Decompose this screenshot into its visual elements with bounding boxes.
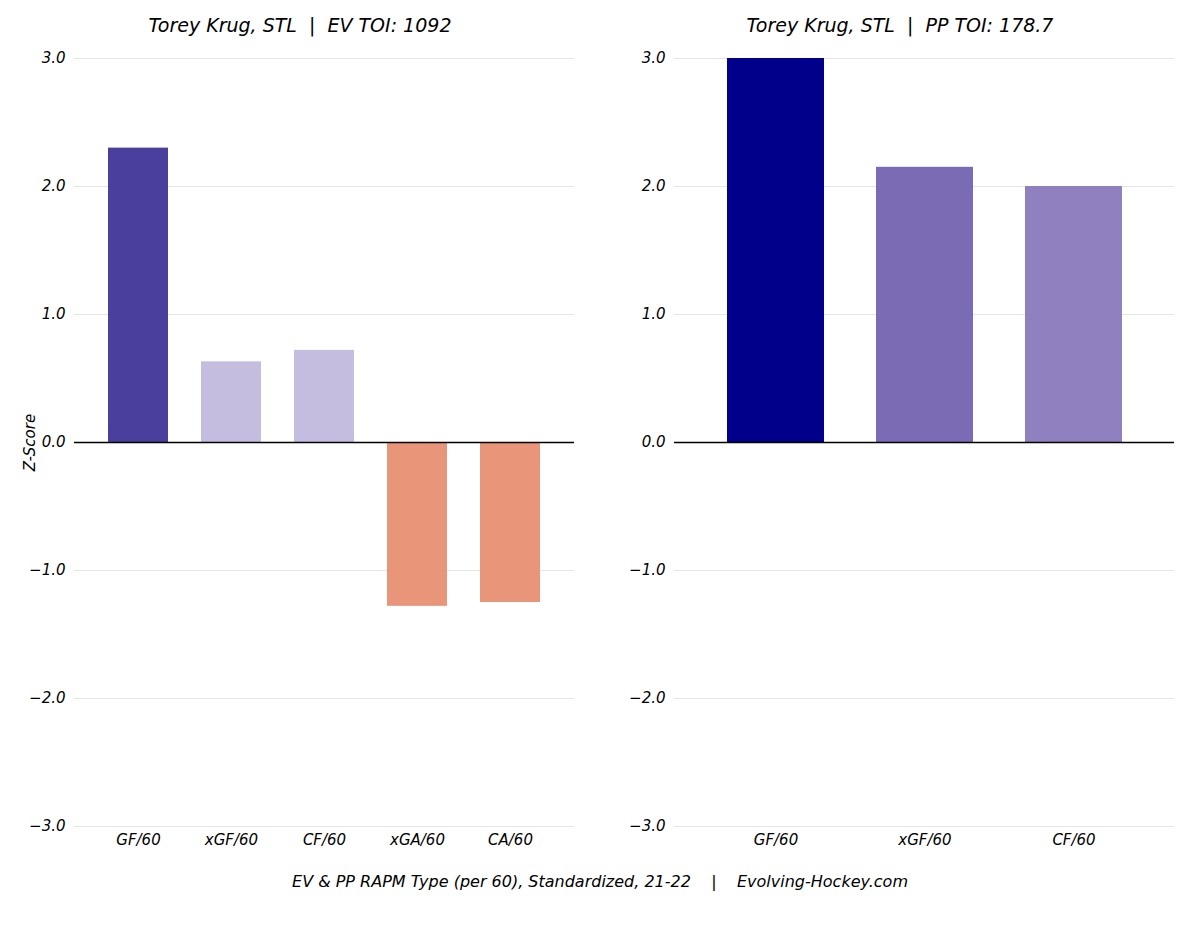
svg-text:CF/60: CF/60 [303, 831, 346, 849]
svg-text:−2.0: −2.0 [29, 689, 65, 707]
html-text:Torey Krug, STL | EV TOI: 1092: Torey Krug, STL | EV TOI: 1092 [148, 14, 452, 36]
html-text:EV & PP RAPM Type (per 60), St: EV & PP RAPM Type (per 60), Standardized… [292, 872, 908, 891]
svg-text:1.0: 1.0 [42, 305, 66, 323]
svg-text:xGF/60: xGF/60 [897, 831, 951, 849]
svg-text:2.0: 2.0 [642, 177, 666, 195]
svg-text:−2.0: −2.0 [629, 689, 665, 707]
svg-text:xGA/60: xGA/60 [389, 831, 445, 849]
svg-text:2.0: 2.0 [42, 177, 66, 195]
svg-text:CF/60: CF/60 [1052, 831, 1095, 849]
svg-text:−1.0: −1.0 [629, 561, 665, 579]
svg-text:−1.0: −1.0 [29, 561, 65, 579]
svg-text:xGF/60: xGF/60 [204, 831, 258, 849]
svg-text:1.0: 1.0 [642, 305, 666, 323]
svg-text:3.0: 3.0 [642, 49, 666, 67]
svg-text:Z-Score: Z-Score [21, 414, 39, 472]
html-text:Torey Krug, STL | PP TOI: 178.: Torey Krug, STL | PP TOI: 178.7 [746, 14, 1054, 36]
svg-text:−3.0: −3.0 [29, 817, 65, 835]
svg-text:0.0: 0.0 [42, 433, 66, 451]
svg-text:−3.0: −3.0 [629, 817, 665, 835]
svg-text:0.0: 0.0 [642, 433, 666, 451]
svg-text:GF/60: GF/60 [116, 831, 160, 849]
svg-text:3.0: 3.0 [42, 49, 66, 67]
svg-text:CA/60: CA/60 [488, 831, 533, 849]
svg-text:GF/60: GF/60 [754, 831, 798, 849]
